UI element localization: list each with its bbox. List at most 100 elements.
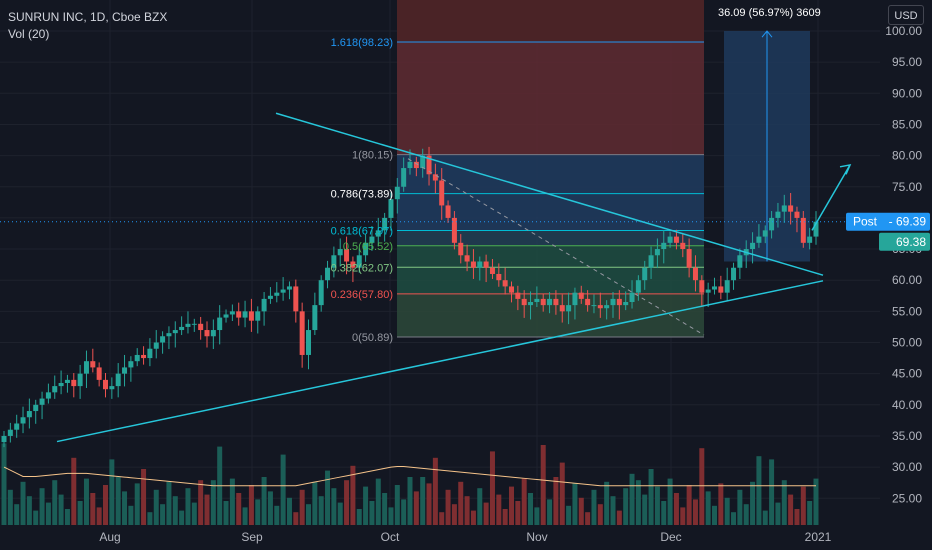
volume-bar <box>464 496 470 525</box>
y-axis: 100.0095.0090.0085.0080.0075.0070.0065.0… <box>885 24 922 505</box>
volume-bar <box>248 485 254 525</box>
volume-bar <box>312 481 318 525</box>
y-tick-label: 30.00 <box>892 460 922 474</box>
candle-body <box>337 249 343 256</box>
candle-body <box>267 295 273 299</box>
candle-body <box>356 255 362 268</box>
volume-bar <box>14 504 20 525</box>
volume-bar <box>661 501 667 525</box>
upper-trendline <box>275 112 824 276</box>
candle <box>528 291 534 320</box>
candle-body <box>33 404 39 412</box>
volume-bar <box>64 509 70 525</box>
volume-bar <box>331 488 337 525</box>
candle <box>553 290 559 315</box>
volume-bar <box>109 459 115 525</box>
candle <box>420 148 426 178</box>
candle-body <box>756 236 762 243</box>
currency-button[interactable]: USD <box>888 5 924 25</box>
candle-body <box>813 221 819 237</box>
candle <box>483 254 489 283</box>
candle-body <box>96 367 102 380</box>
volume-bar <box>77 501 83 525</box>
candle <box>616 290 622 320</box>
candle-body <box>128 361 134 368</box>
candle-body <box>153 342 159 349</box>
volume-bar <box>705 491 711 525</box>
candle <box>642 260 648 290</box>
candle <box>103 373 108 398</box>
y-tick-label: 60.00 <box>892 273 922 287</box>
volume-bar <box>731 512 737 525</box>
candle <box>166 326 172 350</box>
candle <box>597 292 603 318</box>
measure-label: 36.09 (56.97%) 3609 <box>718 7 821 19</box>
x-tick-label: Oct <box>381 530 400 544</box>
volume-bar <box>692 499 698 525</box>
candle <box>356 248 362 273</box>
candle <box>77 364 83 399</box>
volume-bar <box>375 478 381 525</box>
candle <box>724 267 730 301</box>
candle-body <box>109 386 115 390</box>
volume-bar <box>775 502 781 525</box>
volume-indicator-label[interactable]: Vol (20) <box>8 27 50 41</box>
candle-body <box>147 348 153 359</box>
post-label: Post <box>853 215 878 229</box>
candle-body <box>185 323 191 327</box>
candle <box>413 156 419 177</box>
volume-bar <box>147 512 153 525</box>
candle <box>312 292 318 336</box>
candle <box>210 319 216 350</box>
trendlines[interactable] <box>0 112 880 443</box>
candle <box>185 311 191 334</box>
volume-bar <box>553 477 559 525</box>
candle <box>64 374 70 393</box>
candle <box>464 244 470 272</box>
volume-bar <box>610 496 616 525</box>
candle-body <box>299 311 305 355</box>
volume-bar <box>350 465 356 525</box>
volume-bar <box>115 477 121 525</box>
volume-bar <box>274 505 280 525</box>
y-tick-label: 25.00 <box>892 491 922 505</box>
candle <box>718 275 724 300</box>
volume-bar <box>534 507 540 525</box>
candle-body <box>166 333 172 337</box>
candle-body <box>769 217 775 231</box>
symbol-title[interactable]: SUNRUN INC, 1D, Cboe BZX <box>8 10 168 24</box>
candle <box>540 293 546 312</box>
volume-bar <box>737 489 743 525</box>
y-tick-label: 100.00 <box>885 24 922 38</box>
candle <box>426 146 432 186</box>
volume-bar <box>172 496 178 525</box>
fib-zone <box>397 42 704 155</box>
candle-body <box>306 330 311 355</box>
candle <box>813 211 819 245</box>
volume-bar <box>388 507 394 525</box>
candle-body <box>141 354 147 359</box>
volume-bar <box>756 456 762 525</box>
candle-body <box>198 323 204 331</box>
candle-body <box>775 211 781 218</box>
candle-body <box>731 267 737 281</box>
candle-body <box>591 305 597 307</box>
candle <box>172 321 178 348</box>
volume-bar <box>648 469 654 525</box>
candle-body <box>477 261 483 268</box>
candle-body <box>407 161 413 169</box>
volume-bar <box>122 491 128 525</box>
candle-body <box>597 305 603 309</box>
candle <box>248 298 254 332</box>
volume-bar <box>286 497 292 525</box>
volume-bar <box>559 462 565 525</box>
candle <box>673 229 679 250</box>
candle <box>572 287 578 320</box>
candle <box>610 292 616 318</box>
candle <box>204 321 210 348</box>
candle <box>401 157 407 192</box>
volume-bar <box>813 478 819 525</box>
candle <box>14 414 20 438</box>
fib-level-label: 0.236(57.80) <box>331 289 393 301</box>
